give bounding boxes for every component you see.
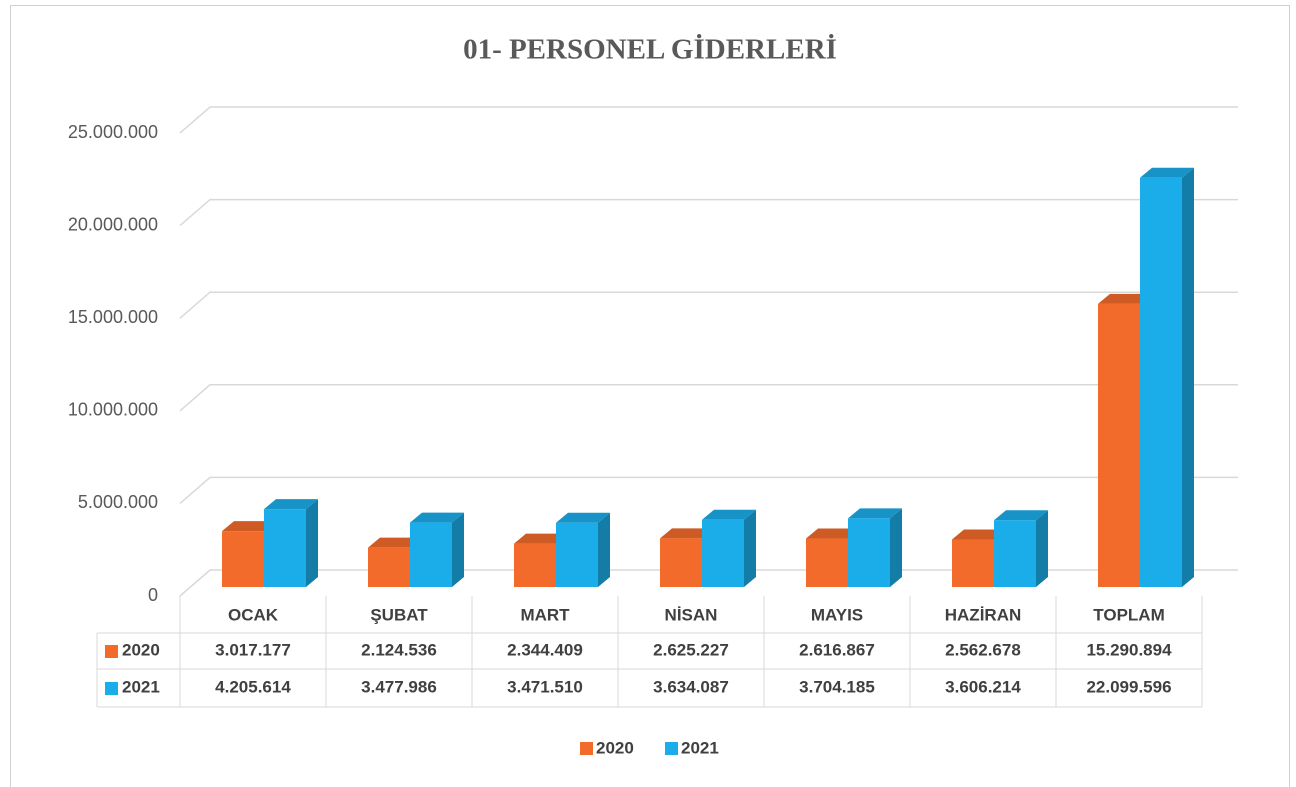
- table-value: 3.704.185: [799, 677, 875, 696]
- table-value: 15.290.894: [1086, 640, 1172, 659]
- table-value: 2.562.678: [945, 640, 1021, 659]
- bar: [702, 519, 744, 587]
- bar-top: [556, 512, 610, 523]
- table-row-label: 2021: [122, 677, 160, 696]
- x-tick-label: MART: [520, 605, 570, 624]
- legend-key: [665, 742, 678, 755]
- bar-top: [514, 533, 568, 544]
- x-tick-label: HAZİRAN: [945, 605, 1022, 624]
- bar: [264, 509, 306, 587]
- bar-top: [952, 529, 1006, 540]
- bar-top: [222, 521, 276, 532]
- bar-top: [806, 528, 860, 539]
- bar: [1098, 303, 1140, 587]
- table-value: 3.634.087: [653, 677, 729, 696]
- bar: [952, 539, 994, 587]
- table-value: 2.344.409: [507, 640, 583, 659]
- bar-side: [1036, 510, 1048, 587]
- bar-top: [1140, 167, 1194, 178]
- bar-top: [702, 509, 756, 520]
- bar-top: [848, 508, 902, 519]
- bar: [1140, 177, 1182, 587]
- bar: [410, 522, 452, 587]
- legend-key: [580, 742, 593, 755]
- bar-side: [598, 512, 610, 587]
- bar: [848, 518, 890, 587]
- table-value: 2.625.227: [653, 640, 729, 659]
- table-value: 3.477.986: [361, 677, 437, 696]
- bar: [660, 538, 702, 587]
- bar: [368, 547, 410, 587]
- y-tick-label: 20.000.000: [68, 214, 158, 234]
- bar-side: [452, 512, 464, 587]
- grid-line: [179, 106, 1238, 134]
- bar-side: [1182, 167, 1194, 587]
- chart-border: [10, 5, 1290, 787]
- table-value: 3.471.510: [507, 677, 583, 696]
- grid-line: [179, 198, 1238, 227]
- grid-line: [179, 476, 1238, 504]
- x-tick-label: TOPLAM: [1093, 605, 1164, 624]
- table-value: 22.099.596: [1086, 677, 1171, 696]
- table-value: 3.606.214: [945, 677, 1021, 696]
- legend-label: 2021: [681, 738, 719, 757]
- grid-line: [179, 384, 1238, 412]
- table-value: 2.124.536: [361, 640, 437, 659]
- x-tick-label: OCAK: [228, 605, 279, 624]
- bar-top: [1098, 293, 1152, 304]
- x-tick-label: ŞUBAT: [370, 605, 428, 624]
- y-tick-label: 5.000.000: [78, 492, 158, 512]
- bar-top: [660, 528, 714, 539]
- bar-top: [994, 510, 1048, 521]
- bar: [514, 543, 556, 587]
- x-tick-label: NİSAN: [665, 605, 718, 624]
- y-tick-label: 0: [148, 585, 158, 605]
- legend-label: 2020: [596, 738, 634, 757]
- table-value: 3.017.177: [215, 640, 291, 659]
- bar-top: [264, 499, 318, 510]
- bar: [222, 531, 264, 587]
- table-row-label: 2020: [122, 640, 160, 659]
- chart-title: 01- PERSONEL GİDERLERİ: [463, 33, 837, 66]
- bar-side: [306, 499, 318, 587]
- bar-side: [890, 508, 902, 587]
- bar: [556, 522, 598, 587]
- table-legend-key: [105, 645, 118, 658]
- bar: [806, 538, 848, 587]
- bar-side: [744, 509, 756, 587]
- table-legend-key: [105, 682, 118, 695]
- bar-top: [410, 512, 464, 523]
- grid-line: [179, 291, 1238, 319]
- table-value: 2.616.867: [799, 640, 875, 659]
- y-tick-label: 25.000.000: [68, 122, 158, 142]
- bar: [994, 520, 1036, 587]
- bar-top: [368, 537, 422, 548]
- y-tick-label: 10.000.000: [68, 400, 158, 420]
- x-tick-label: MAYIS: [811, 605, 863, 624]
- table-value: 4.205.614: [215, 677, 291, 696]
- y-tick-label: 15.000.000: [68, 307, 158, 327]
